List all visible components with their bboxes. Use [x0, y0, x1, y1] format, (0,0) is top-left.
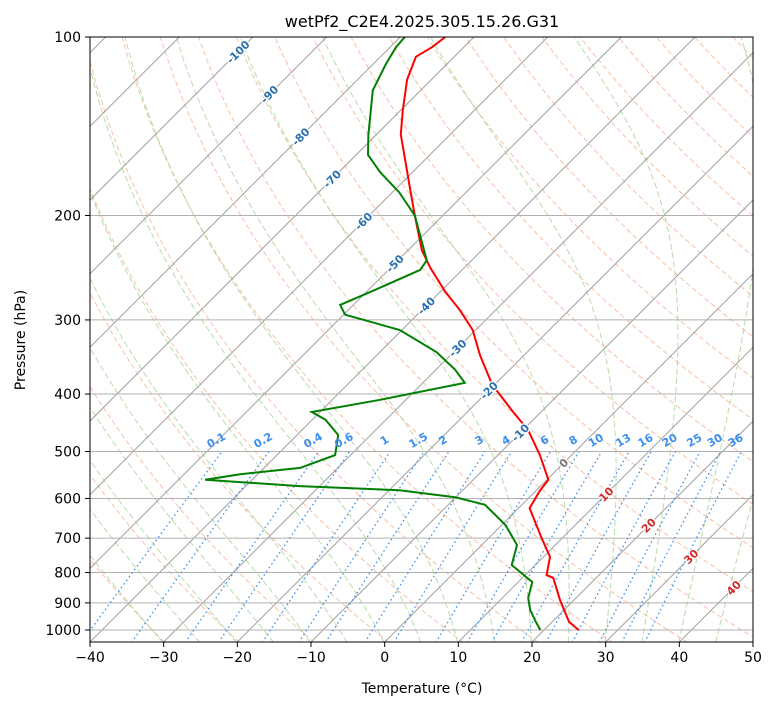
isotherm [0, 37, 400, 643]
x-tick-label: −30 [149, 650, 179, 666]
y-tick-label: 200 [54, 209, 81, 225]
dry-adiabat [313, 37, 775, 643]
moist-adiabat [240, 37, 531, 643]
mixing-ratio-line [622, 452, 721, 643]
y-tick-label: 500 [54, 444, 81, 460]
mixing-ratio-label: 0.4 [301, 430, 325, 451]
x-axis-label: Temperature (°C) [361, 681, 483, 697]
dry-adiabat [427, 37, 775, 643]
moist-adiabat [83, 37, 421, 643]
moist-adiabat [323, 37, 570, 643]
dewpoint-profile-line [205, 37, 540, 630]
mixing-ratio-line [326, 452, 449, 643]
mixing-ratio-line [218, 452, 349, 643]
dry-adiabat [84, 37, 538, 643]
mixing-ratio-line [572, 452, 675, 643]
dry-adiabat [504, 37, 775, 643]
x-tick-label: −10 [296, 650, 326, 666]
dry-adiabat [695, 37, 775, 643]
mixing-ratio-label: 20 [660, 431, 680, 450]
x-tick-label: 10 [449, 650, 467, 666]
dry-adiabat [389, 37, 775, 643]
y-tick-label: 900 [54, 596, 81, 612]
y-tick-label: 400 [54, 387, 81, 403]
isotherm-label: 10 [596, 484, 616, 504]
mixing-ratio-label: 30 [705, 431, 725, 450]
x-tick-label: −40 [75, 650, 105, 666]
moist-adiabat [0, 37, 200, 643]
y-tick-label: 600 [54, 491, 81, 507]
isotherm [0, 37, 327, 643]
isotherm [89, 37, 695, 643]
y-tick-label: 800 [54, 566, 81, 582]
mixing-ratio-line [522, 452, 630, 643]
moist-adiabat [17, 37, 347, 643]
moist-adiabat [0, 37, 274, 643]
mixing-ratio-label: 0.2 [251, 430, 274, 451]
x-tick-label: 0 [380, 650, 389, 666]
x-tick-label: −20 [223, 650, 253, 666]
isotherm-label: -100 [224, 38, 253, 67]
isotherm [752, 37, 775, 643]
mixing-ratio-line [436, 452, 551, 643]
dry-adiabat [771, 37, 775, 643]
profiles [205, 37, 578, 630]
isotherm-label: -80 [289, 125, 312, 148]
mixing-ratio-label: 2 [437, 433, 450, 448]
mixing-ratio-label: 1.5 [407, 430, 430, 451]
y-tick-label: 700 [54, 531, 81, 547]
mixing-ratio-line [394, 452, 512, 643]
dry-adiabat [656, 37, 775, 643]
x-tick-label: 40 [670, 650, 688, 666]
dry-adiabat [0, 37, 239, 643]
y-axis-label: Pressure (hPa) [13, 290, 29, 390]
mixing-ratio-label: 10 [586, 431, 606, 450]
mixing-ratio-line [81, 452, 222, 643]
x-tick-label: 30 [597, 650, 615, 666]
moist-adiabat [0, 37, 237, 643]
x-tick-label: 20 [523, 650, 541, 666]
isotherm [384, 37, 775, 643]
mixing-ratio-label: 1 [378, 433, 391, 448]
isotherm [16, 37, 622, 643]
isotherm [458, 37, 775, 643]
y-tick-label: 1000 [45, 623, 81, 639]
mixing-ratio-line [365, 452, 485, 643]
moist-adiabat [176, 37, 494, 643]
dry-adiabat [466, 37, 775, 643]
mixing-ratio-label: 8 [567, 433, 580, 448]
dry-adiabat [0, 37, 314, 643]
isotherm [0, 37, 253, 643]
mixing-ratio-label: 13 [613, 431, 633, 450]
dry-adiabat [275, 37, 775, 643]
y-tick-label: 100 [54, 30, 81, 46]
temperature-profile-line [401, 37, 579, 630]
isotherm [163, 37, 769, 643]
chart-title: wetPf2_C2E4.2025.305.15.26.G31 [285, 12, 559, 32]
mixing-ratio-label: 25 [685, 431, 705, 450]
y-tick-label: 300 [54, 313, 81, 329]
moist-adiabat [0, 37, 310, 643]
moist-adiabat [716, 37, 775, 643]
mixing-ratio-label: 0.1 [205, 430, 228, 451]
mixing-ratio-line [132, 452, 269, 643]
isotherm-label: -90 [258, 83, 281, 106]
background-lines [0, 37, 775, 643]
x-tick-label: 50 [744, 650, 762, 666]
moist-adiabat [575, 37, 678, 643]
mixing-ratio-line [645, 452, 742, 643]
mixing-ratio-label: 36 [726, 431, 746, 450]
moist-adiabat [125, 37, 458, 643]
